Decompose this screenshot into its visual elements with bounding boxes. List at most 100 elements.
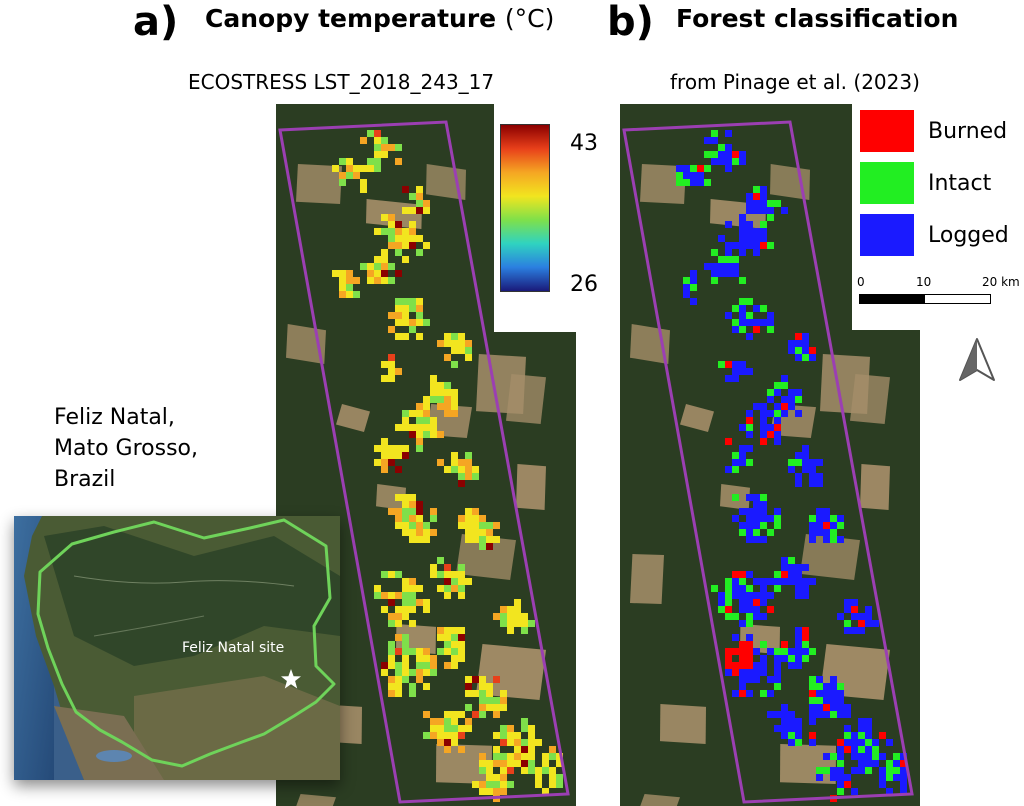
temperature-pixel [409,683,416,690]
class-pixel [781,704,788,711]
temperature-pixel [395,270,402,277]
temperature-pixel [395,515,402,522]
class-pixel [795,732,802,739]
class-pixel [711,151,718,158]
class-pixel [760,221,767,228]
class-pixel [774,669,781,676]
class-pixel [711,137,718,144]
temperature-pixel [444,578,451,585]
class-pixel [718,606,725,613]
class-pixel [767,396,774,403]
class-pixel [830,522,837,529]
class-pixel [844,606,851,613]
class-pixel [788,571,795,578]
temperature-pixel [367,158,374,165]
temperature-pixel [521,613,528,620]
temperature-pixel [395,662,402,669]
temperature-pixel [388,354,395,361]
temperature-pixel [395,606,402,613]
temperature-pixel [500,606,507,613]
temperature-pixel [402,298,409,305]
temperature-pixel [346,172,353,179]
temperature-pixel [458,571,465,578]
class-pixel [788,340,795,347]
class-pixel [753,319,760,326]
class-pixel [795,396,802,403]
temperature-pixel [444,634,451,641]
class-pixel [725,655,732,662]
temperature-pixel [388,214,395,221]
temperature-pixel [465,466,472,473]
class-pixel [690,172,697,179]
temperature-pixel [395,158,402,165]
temperature-pixel [507,606,514,613]
temperature-pixel [500,781,507,788]
temperature-pixel [416,585,423,592]
scalebar-tick-0: 0 [857,275,865,289]
class-pixel [767,606,774,613]
class-pixel [732,494,739,501]
class-pixel [781,732,788,739]
temperature-pixel [451,403,458,410]
temperature-pixel [402,641,409,648]
temperature-pixel [402,256,409,263]
class-pixel [732,263,739,270]
north-arrow-icon [959,338,995,381]
class-pixel [802,333,809,340]
class-pixel [732,578,739,585]
site-line-2: Mato Grosso, [54,436,198,461]
temperature-pixel [388,221,395,228]
temperature-pixel [360,179,367,186]
class-pixel [697,165,704,172]
temperature-pixel [409,221,416,228]
class-pixel [739,298,746,305]
class-pixel [739,620,746,627]
temperature-pixel [388,508,395,515]
temperature-pixel [423,606,430,613]
class-pixel [788,662,795,669]
class-pixel [739,361,746,368]
temperature-pixel [500,697,507,704]
class-pixel [718,592,725,599]
class-pixel [760,200,767,207]
class-pixel [732,690,739,697]
temperature-pixel [402,319,409,326]
temperature-pixel [388,368,395,375]
class-pixel [725,466,732,473]
temperature-pixel [528,739,535,746]
temperature-pixel [444,389,451,396]
class-pixel [844,732,851,739]
temperature-pixel [493,753,500,760]
temperature-pixel [430,655,437,662]
temperature-pixel [430,375,437,382]
temperature-pixel [402,592,409,599]
temperature-pixel [346,277,353,284]
class-pixel [718,599,725,606]
temperature-pixel [409,431,416,438]
temperature-pixel [458,711,465,718]
temperature-pixel [535,774,542,781]
class-pixel [732,515,739,522]
temperature-pixel [360,186,367,193]
temperature-pixel [486,781,493,788]
class-pixel [711,158,718,165]
class-pixel [739,319,746,326]
class-pixel [725,270,732,277]
class-pixel [781,382,788,389]
class-pixel [711,277,718,284]
class-pixel [767,242,774,249]
class-pixel [732,305,739,312]
temperature-pixel [353,165,360,172]
temperature-pixel [402,501,409,508]
class-pixel [851,606,858,613]
temperature-pixel [374,277,381,284]
class-pixel [795,452,802,459]
temperature-pixel [500,774,507,781]
temperature-pixel [437,459,444,466]
temperature-pixel [437,340,444,347]
temperature-pixel [479,753,486,760]
class-pixel [893,753,900,760]
temperature-pixel [556,753,563,760]
temperature-pixel [416,193,423,200]
temperature-pixel [451,718,458,725]
